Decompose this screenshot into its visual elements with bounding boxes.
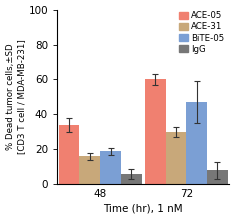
Bar xyxy=(59,125,79,184)
Legend: ACE-05, ACE-31, BiTE-05, IgG: ACE-05, ACE-31, BiTE-05, IgG xyxy=(178,10,225,55)
Bar xyxy=(207,170,228,184)
Bar xyxy=(100,151,121,184)
Y-axis label: % Dead tumor cells,±SD
[CD3 T cell / MDA-MB-231]: % Dead tumor cells,±SD [CD3 T cell / MDA… xyxy=(6,40,26,154)
Bar xyxy=(79,156,100,184)
Bar xyxy=(166,132,186,184)
Bar xyxy=(186,102,207,184)
Bar xyxy=(145,79,166,184)
Bar xyxy=(121,174,141,184)
X-axis label: Time (hr), 1 nM: Time (hr), 1 nM xyxy=(103,203,183,214)
